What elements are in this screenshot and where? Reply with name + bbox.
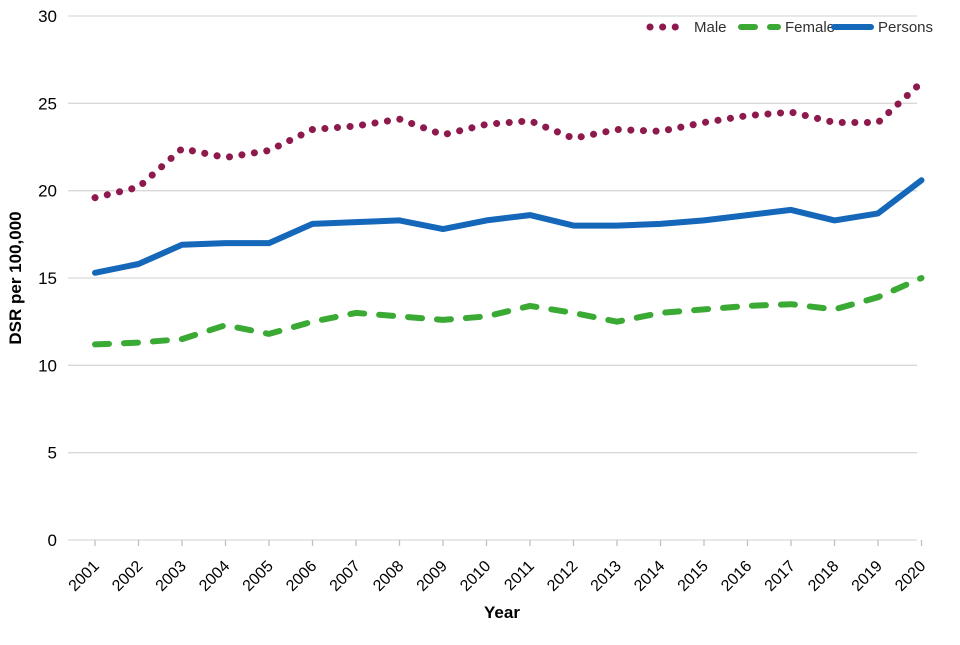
y-axis-tick-labels: 0 5 10 15 20 25 30 <box>38 7 57 550</box>
series-line-persons <box>92 177 925 276</box>
y-tick-label: 25 <box>38 94 57 113</box>
x-tick-label: 2005 <box>240 558 277 595</box>
x-tick-label: 2008 <box>370 558 407 595</box>
x-tick-label: 2016 <box>718 558 755 595</box>
legend: Male Female Persons <box>646 19 933 36</box>
y-tick-label: 0 <box>48 531 57 550</box>
y-tick-label: 20 <box>38 182 57 201</box>
x-tick-label: 2003 <box>153 558 190 595</box>
y-tick-label: 30 <box>38 7 57 26</box>
legend-label: Male <box>694 19 727 36</box>
legend-item-persons: Persons <box>831 19 933 36</box>
x-tick-label: 2020 <box>892 558 929 595</box>
y-tick-label: 15 <box>38 269 57 288</box>
legend-item-female: Female <box>738 19 835 36</box>
y-tick-label: 10 <box>38 356 57 375</box>
x-tick-label: 2015 <box>675 558 712 595</box>
series-line-female <box>92 275 925 348</box>
x-axis-tick-labels: 2001 2002 2003 2004 2005 2006 2007 2008 2009 2010… <box>66 540 929 595</box>
y-tick-label: 5 <box>48 444 57 463</box>
x-tick-label: 2012 <box>544 558 581 595</box>
x-tick-label: 2007 <box>327 558 364 595</box>
x-tick-label: 2019 <box>849 558 886 595</box>
x-tick-label: 2014 <box>631 558 668 595</box>
x-tick-label: 2006 <box>283 558 320 595</box>
x-tick-label: 2017 <box>762 558 799 595</box>
series-line-male <box>91 78 925 202</box>
x-tick-label: 2004 <box>196 558 233 595</box>
x-tick-label: 2001 <box>66 558 103 595</box>
legend-item-male: Male <box>646 19 727 36</box>
x-tick-label: 2009 <box>414 558 451 595</box>
gridlines <box>68 15 917 541</box>
legend-label: Female <box>785 19 835 36</box>
x-tick-label: 2013 <box>588 558 625 595</box>
legend-label: Persons <box>878 19 933 36</box>
data-series <box>91 78 925 348</box>
x-axis-title: Year <box>484 603 520 622</box>
x-tick-label: 2010 <box>457 558 494 595</box>
x-tick-label: 2011 <box>501 558 537 594</box>
y-axis-title: DSR per 100,000 <box>6 211 25 344</box>
x-tick-label: 2002 <box>109 558 146 595</box>
x-tick-label: 2018 <box>805 558 842 595</box>
